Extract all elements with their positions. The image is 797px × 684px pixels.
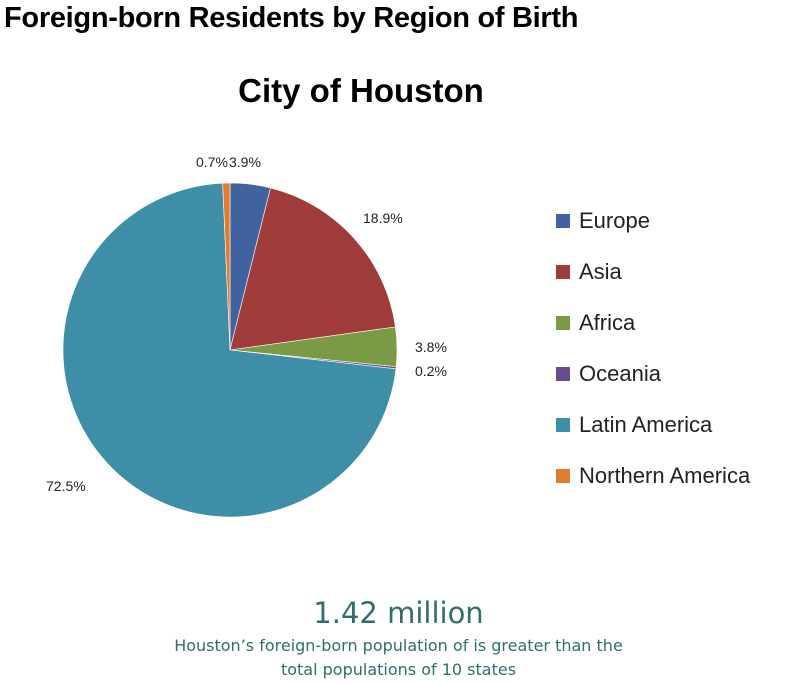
data-label-oceania: 0.2% [415, 363, 447, 379]
legend-swatch [556, 316, 570, 330]
stat-caption: Houston’s foreign-born population of is … [0, 634, 797, 682]
legend-swatch [556, 418, 570, 432]
legend-item-oceania: Oceania [556, 359, 661, 389]
legend-label: Africa [579, 310, 636, 335]
data-label-africa: 3.8% [415, 339, 447, 355]
data-label-europe: 3.9% [229, 154, 261, 170]
legend-item-northern-america: Northern America [556, 461, 750, 491]
legend-label: Asia [579, 259, 622, 284]
legend-swatch [556, 367, 570, 381]
legend-item-europe: Europe [556, 206, 650, 236]
data-label-latin-america: 72.5% [46, 478, 86, 494]
stat-value: 1.42 million [313, 596, 484, 630]
legend-label: Northern America [579, 463, 751, 488]
legend-swatch [556, 265, 570, 279]
legend-label: Oceania [579, 361, 661, 386]
pie-slice-asia [229, 187, 396, 351]
legend-label: Europe [579, 208, 650, 233]
pie-slice-northern-america [222, 182, 231, 351]
legend-item-latin-america: Latin America [556, 410, 712, 440]
legend-label: Latin America [579, 412, 713, 437]
legend-item-africa: Africa [556, 308, 635, 338]
page-title: Foreign-born Residents by Region of Birt… [4, 2, 579, 34]
legend-swatch [556, 469, 570, 483]
legend-item-asia: Asia [556, 257, 622, 287]
stat-caption-line-2: total populations of 10 states [280, 660, 517, 679]
stat-caption-line-1: Houston’s foreign-born population of is … [174, 636, 623, 655]
chart-title: City of Houston [238, 72, 484, 109]
legend-swatch [556, 214, 570, 228]
pie-slice-latin-america [62, 182, 397, 518]
data-label-asia: 18.9% [363, 210, 403, 226]
data-label-northern-america: 0.7% [196, 154, 228, 170]
